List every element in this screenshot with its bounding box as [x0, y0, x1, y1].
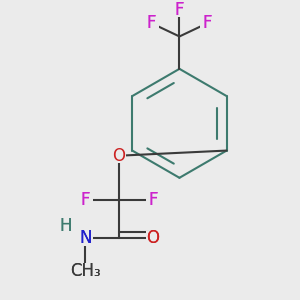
Text: F: F: [203, 14, 212, 32]
Text: F: F: [80, 191, 90, 209]
Text: H: H: [60, 218, 72, 236]
Text: N: N: [79, 229, 92, 247]
Text: O: O: [146, 229, 159, 247]
Text: F: F: [148, 191, 158, 209]
Bar: [200, 16, 215, 31]
Text: H: H: [60, 218, 72, 236]
Text: F: F: [175, 1, 184, 19]
Bar: [144, 16, 159, 31]
Text: N: N: [79, 229, 92, 247]
Text: CH₃: CH₃: [70, 262, 100, 280]
Text: F: F: [175, 1, 184, 19]
Text: O: O: [112, 147, 126, 165]
Bar: [146, 193, 160, 207]
Bar: [172, 3, 187, 17]
Bar: [75, 263, 95, 278]
Text: F: F: [148, 191, 158, 209]
Bar: [146, 231, 160, 245]
Text: CH₃: CH₃: [70, 262, 100, 280]
Bar: [59, 219, 74, 234]
Text: F: F: [147, 14, 156, 32]
Bar: [78, 231, 93, 245]
Text: F: F: [203, 14, 212, 32]
Text: F: F: [80, 191, 90, 209]
Text: O: O: [146, 229, 159, 247]
Bar: [112, 148, 126, 163]
Bar: [78, 193, 93, 207]
Text: F: F: [147, 14, 156, 32]
